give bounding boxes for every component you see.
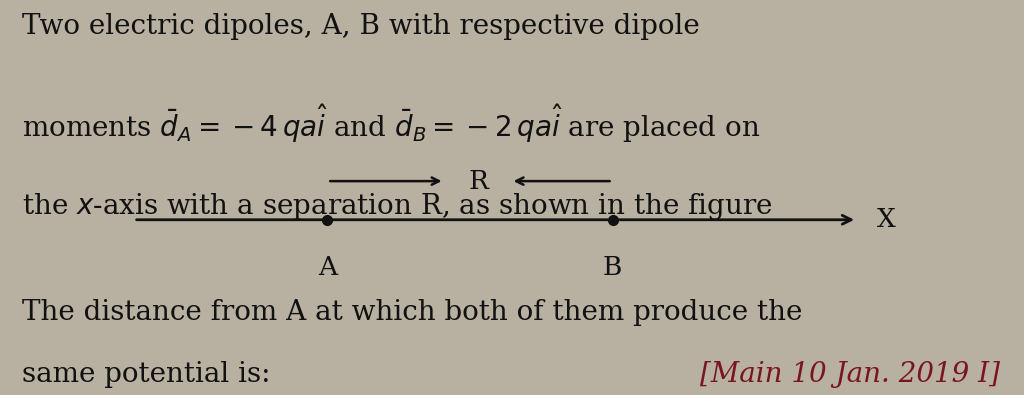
Text: B: B [603,254,623,280]
Text: X: X [878,207,896,232]
Text: moments $\bar{d}_A = -4\,qa\hat{i}$ and $\bar{d}_B = -2\,qa\hat{i}$ are placed o: moments $\bar{d}_A = -4\,qa\hat{i}$ and … [22,102,760,145]
Text: R: R [468,169,488,194]
Text: [Main 10 Jan. 2019 I]: [Main 10 Jan. 2019 I] [699,361,999,388]
Text: Two electric dipoles, A, B with respective dipole: Two electric dipoles, A, B with respecti… [22,13,699,40]
Text: The distance from A at which both of them produce the: The distance from A at which both of the… [22,299,802,326]
Text: A: A [317,254,337,280]
Text: the $x$-axis with a separation R, as shown in the figure: the $x$-axis with a separation R, as sho… [22,191,772,222]
Text: same potential is:: same potential is: [22,361,270,388]
